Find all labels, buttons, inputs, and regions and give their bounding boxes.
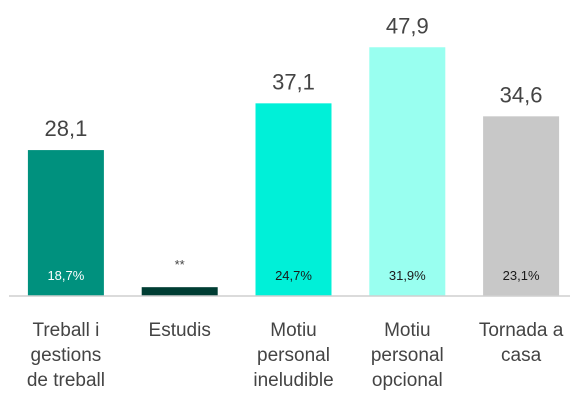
bar <box>369 47 446 297</box>
value-label: ** <box>175 257 185 272</box>
share-label: 31,9% <box>389 268 426 283</box>
bar <box>255 103 332 296</box>
x-tick-label: Motiu <box>384 320 430 341</box>
bar <box>27 150 104 296</box>
x-tick-label: personal <box>371 345 444 366</box>
share-label: 24,7% <box>275 268 312 283</box>
x-tick-label: de treball <box>27 370 105 391</box>
share-label: 23,1% <box>503 268 540 283</box>
bar <box>483 116 560 296</box>
x-tick-label: Motiu <box>270 320 316 341</box>
x-tick-label: opcional <box>372 370 443 391</box>
value-label: 37,1 <box>272 69 315 94</box>
x-tick-label: casa <box>501 345 542 366</box>
share-label: 18,7% <box>47 268 84 283</box>
bar <box>141 287 218 296</box>
x-tick-label: Estudis <box>149 320 211 341</box>
x-tick-label: gestions <box>31 345 102 366</box>
value-label: 34,6 <box>500 82 543 107</box>
x-tick-label: personal <box>257 345 330 366</box>
x-tick-label: Tornada a <box>479 320 564 341</box>
value-label: 28,1 <box>44 116 87 141</box>
x-tick-label: Treball i <box>32 320 99 341</box>
x-tick-label: ineludible <box>253 370 333 391</box>
value-label: 47,9 <box>386 13 429 38</box>
